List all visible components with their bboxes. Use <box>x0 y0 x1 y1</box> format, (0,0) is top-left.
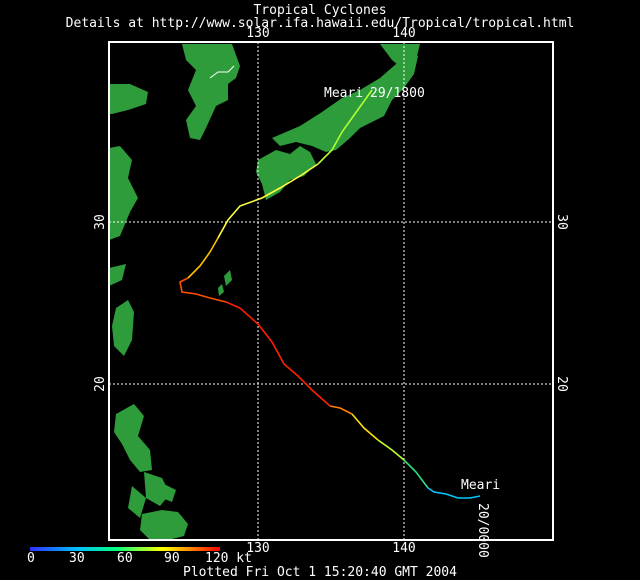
land-masses <box>109 44 420 540</box>
ryukyu-island-b <box>218 284 224 296</box>
lat-label-30-right: 30 <box>554 214 569 230</box>
mindanao-land <box>140 510 188 540</box>
china-coast-land <box>109 84 148 114</box>
lat-label-20-right: 20 <box>554 376 569 392</box>
storm-start-name: Meari <box>461 478 500 493</box>
samar-land <box>162 484 176 502</box>
lon-label-130-top: 130 <box>246 26 269 41</box>
storm-end-time: 29/1800 <box>370 86 425 101</box>
taiwan-land <box>112 300 134 356</box>
storm-end-name: Meari <box>324 86 363 101</box>
intensity-scale-bar <box>30 547 220 551</box>
japan-north-land <box>380 44 420 70</box>
track-seg-7 <box>179 277 227 303</box>
track-seg-2 <box>403 459 429 489</box>
track-seg-9 <box>217 163 319 239</box>
scale-tick-30: 30 <box>69 551 85 566</box>
mindoro-land <box>128 486 146 518</box>
shikoku-land <box>296 122 326 140</box>
lon-label-140-top: 140 <box>392 26 415 41</box>
map-title: Tropical Cyclones <box>253 3 387 18</box>
lon-label-140-bottom: 140 <box>392 541 415 556</box>
scale-tick-120: 120 kt <box>205 551 252 566</box>
border-line <box>209 65 235 79</box>
plotted-timestamp: Plotted Fri Oct 1 15:20:40 GMT 2004 <box>183 565 457 580</box>
track-seg-5 <box>329 405 353 415</box>
storm-track <box>179 89 481 499</box>
track-seg-4 <box>351 413 379 441</box>
track-seg-10 <box>317 89 373 165</box>
lat-label-20-left: 20 <box>93 376 108 392</box>
scale-tick-90: 90 <box>164 551 180 566</box>
storm-start-time: 20/0000 <box>475 503 490 558</box>
japan-land <box>272 50 418 152</box>
track-seg-1 <box>427 487 481 499</box>
map-subtitle: Details at http://www.solar.ifa.hawaii.e… <box>65 16 575 31</box>
scale-tick-0: 0 <box>27 551 35 566</box>
lat-label-30-left: 30 <box>93 214 108 230</box>
track-seg-6 <box>225 301 331 407</box>
china-east-land <box>109 146 138 240</box>
scale-tick-60: 60 <box>117 551 133 566</box>
grid-lines <box>109 42 553 540</box>
ryukyu-island-a <box>224 270 232 286</box>
luzon-land <box>114 404 152 472</box>
china-south-land <box>109 264 126 286</box>
map-frame <box>108 41 554 541</box>
track-seg-8 <box>187 237 219 279</box>
korea-land <box>182 44 240 140</box>
kyushu-land <box>256 146 316 200</box>
track-seg-3 <box>377 439 405 461</box>
lon-label-130-bottom: 130 <box>246 541 269 556</box>
